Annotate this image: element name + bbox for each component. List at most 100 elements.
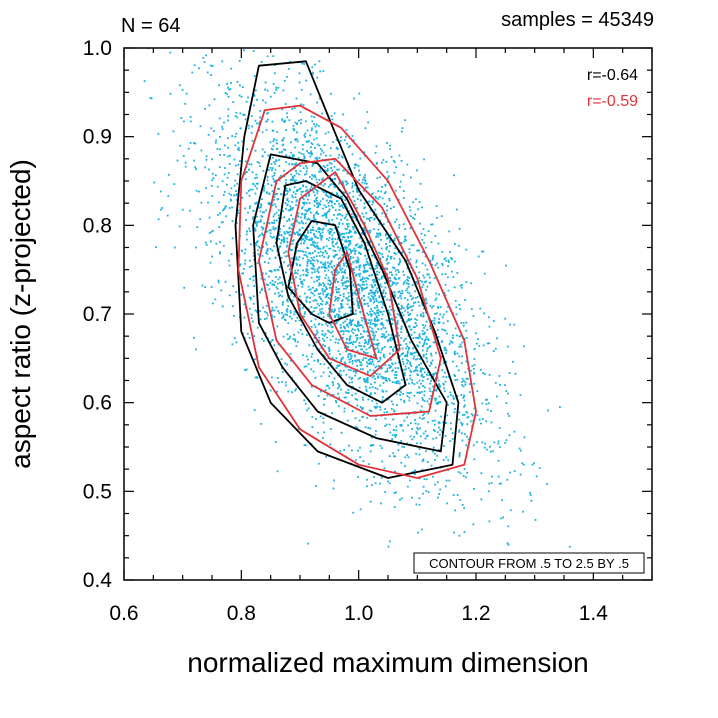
scatter-point <box>338 372 341 375</box>
scatter-point <box>394 295 397 298</box>
scatter-point <box>363 247 366 249</box>
scatter-point <box>431 420 434 422</box>
scatter-point <box>358 288 360 290</box>
scatter-point <box>248 259 251 262</box>
scatter-point <box>381 276 383 278</box>
scatter-point <box>195 348 197 351</box>
scatter-point <box>335 338 337 341</box>
scatter-point <box>330 115 333 117</box>
scatter-point <box>372 192 374 195</box>
scatter-point <box>304 444 307 447</box>
scatter-point <box>415 366 418 369</box>
scatter-point <box>382 289 385 291</box>
scatter-point <box>300 324 303 326</box>
scatter-point <box>450 257 452 259</box>
scatter-point <box>293 167 296 170</box>
scatter-point <box>381 186 383 188</box>
scatter-point <box>360 286 363 289</box>
scatter-point <box>327 283 330 285</box>
scatter-point <box>297 258 300 261</box>
scatter-point <box>400 242 403 244</box>
scatter-point <box>396 380 398 383</box>
scatter-point <box>329 443 332 446</box>
scatter-point <box>271 306 274 309</box>
scatter-point <box>373 323 376 325</box>
scatter-point <box>391 438 393 441</box>
scatter-point <box>367 249 370 252</box>
scatter-point <box>328 286 331 289</box>
scatter-point <box>390 234 392 236</box>
scatter-point <box>422 492 424 495</box>
scatter-point <box>338 271 340 274</box>
scatter-point <box>420 405 423 408</box>
scatter-point <box>220 289 223 292</box>
scatter-point <box>417 428 420 431</box>
scatter-point <box>377 376 380 379</box>
scatter-point <box>374 306 376 309</box>
scatter-point <box>350 251 352 254</box>
scatter-point <box>344 320 347 323</box>
scatter-point <box>421 280 423 283</box>
scatter-point <box>377 328 379 330</box>
scatter-point <box>271 222 274 224</box>
scatter-point <box>250 313 253 316</box>
scatter-point <box>507 392 509 395</box>
scatter-point <box>429 276 431 279</box>
scatter-point <box>443 390 446 393</box>
scatter-point <box>235 190 237 192</box>
scatter-point <box>315 197 317 200</box>
scatter-point <box>404 456 407 459</box>
scatter-point <box>408 413 410 416</box>
scatter-point <box>375 265 378 267</box>
scatter-point <box>322 263 324 266</box>
scatter-point <box>259 291 261 294</box>
scatter-point <box>306 261 309 263</box>
scatter-point <box>237 163 240 166</box>
scatter-point <box>273 180 276 183</box>
scatter-point <box>317 276 319 279</box>
scatter-point <box>266 230 269 233</box>
scatter-point <box>374 381 376 384</box>
scatter-point <box>422 283 425 286</box>
scatter-point <box>351 362 354 365</box>
scatter-point <box>307 247 309 250</box>
scatter-point <box>325 267 328 269</box>
scatter-point <box>324 183 326 185</box>
scatter-point <box>397 297 400 299</box>
scatter-point <box>351 135 354 137</box>
scatter-point <box>422 314 425 317</box>
scatter-point <box>344 240 346 243</box>
scatter-point <box>350 341 353 344</box>
scatter-point <box>252 182 254 185</box>
scatter-point <box>369 362 372 364</box>
scatter-point <box>394 276 396 279</box>
scatter-point <box>318 284 320 287</box>
scatter-point <box>328 236 331 239</box>
scatter-point <box>400 327 403 330</box>
scatter-point <box>420 313 423 316</box>
scatter-point <box>427 339 430 342</box>
scatter-point <box>315 341 318 344</box>
scatter-point <box>313 323 316 326</box>
scatter-point <box>354 459 357 462</box>
scatter-point <box>208 104 211 107</box>
scatter-point <box>304 201 306 204</box>
scatter-point <box>340 218 342 221</box>
scatter-point <box>342 207 345 209</box>
scatter-point <box>377 190 380 192</box>
scatter-point <box>315 123 318 126</box>
scatter-point <box>387 320 389 322</box>
scatter-point <box>465 248 468 251</box>
scatter-point <box>295 388 297 390</box>
scatter-point <box>292 176 294 178</box>
scatter-point <box>340 279 343 282</box>
scatter-point <box>369 393 372 396</box>
scatter-point <box>568 545 571 548</box>
scatter-point <box>295 257 298 260</box>
scatter-point <box>359 311 362 314</box>
scatter-point <box>506 478 509 481</box>
scatter-point <box>407 285 410 288</box>
scatter-point <box>266 191 268 194</box>
scatter-point <box>423 326 425 329</box>
scatter-point <box>344 217 346 220</box>
